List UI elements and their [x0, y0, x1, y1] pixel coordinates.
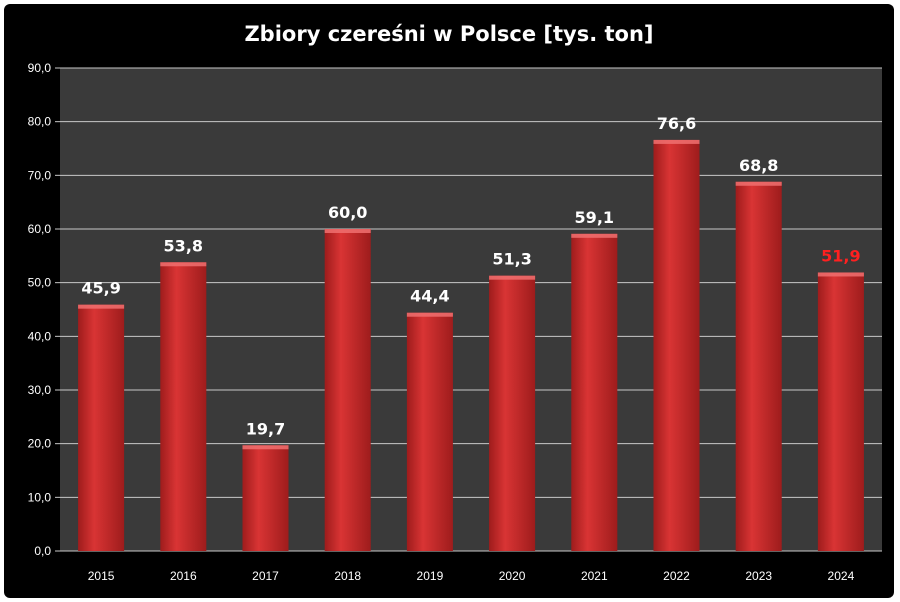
bar-2021	[571, 233, 618, 551]
bar-cap	[489, 275, 536, 280]
y-tick-label: 30,0	[28, 383, 52, 397]
y-tick-label: 50,0	[28, 276, 52, 290]
data-label-2016: 53,8	[164, 236, 203, 255]
data-label-2017: 19,7	[246, 419, 285, 438]
bar-cap	[78, 304, 125, 309]
x-tick-label: 2016	[170, 569, 197, 583]
data-label-2023: 68,8	[739, 156, 778, 175]
bar-cap	[817, 272, 864, 277]
x-tick-label: 2018	[334, 569, 361, 583]
bar-2020	[489, 275, 536, 551]
bar-2019	[406, 312, 453, 551]
bar-cap	[653, 139, 700, 144]
y-tick-label: 80,0	[28, 115, 52, 129]
data-label-2024: 51,9	[821, 246, 860, 265]
x-axis-ticks: 2015 2016 2017 2018 2019 2020 2021 2022 2023 2024	[88, 569, 855, 583]
data-label-2022: 76,6	[657, 114, 696, 133]
data-label-2019: 44,4	[410, 287, 449, 306]
bar-cap	[324, 229, 371, 233]
x-tick-label: 2015	[88, 569, 115, 583]
bars	[78, 139, 864, 552]
data-label-2021: 59,1	[575, 208, 614, 227]
bar-cap	[242, 445, 289, 450]
y-tick-label: 70,0	[28, 168, 52, 182]
bar-cap	[735, 181, 782, 186]
x-tick-label: 2021	[581, 569, 608, 583]
x-tick-label: 2024	[828, 569, 855, 583]
y-axis-ticks: 0,0 10,0 20,0 30,0 40,0 50,0 60,0 70,0 80,0 90,0	[28, 61, 60, 558]
bar-2022	[653, 139, 700, 551]
bar-2018	[324, 229, 371, 551]
bar-cap	[571, 233, 618, 238]
x-tick-label: 2020	[499, 569, 526, 583]
y-tick-label: 10,0	[28, 490, 52, 504]
data-label-2020: 51,3	[492, 250, 531, 269]
bar-2023	[735, 181, 782, 552]
x-tick-label: 2017	[252, 569, 279, 583]
chart-svg: 0,010,020,030,040,050,060,070,080,090,0 …	[28, 61, 882, 583]
y-tick-label: 60,0	[28, 222, 52, 236]
bar-2017	[242, 445, 289, 551]
bar-cap	[160, 262, 207, 267]
y-tick-label: 0,0	[34, 544, 51, 558]
bar-2024	[817, 272, 864, 551]
bar-2015	[78, 304, 125, 551]
y-tick-label: 20,0	[28, 437, 52, 451]
chart-title: Zbiory czereśni w Polsce [tys. ton]	[244, 22, 654, 46]
x-tick-label: 2019	[417, 569, 444, 583]
chart-frame: Zbiory czereśni w Polsce [tys. ton] 0,0 1…	[4, 4, 894, 598]
y-tick-label: 90,0	[28, 61, 52, 75]
x-tick-label: 2022	[663, 569, 690, 583]
x-tick-label: 2023	[745, 569, 772, 583]
data-label-2015: 45,9	[81, 279, 120, 298]
data-label-2018: 60,0	[328, 203, 367, 222]
y-tick-label: 40,0	[28, 329, 52, 343]
bar-2016	[160, 262, 207, 551]
data-labels: 45,9 53,8 19,7 60,0 44,4 51,3 59,1 76,6 68,8 51,9	[81, 114, 860, 438]
bar-cap	[406, 312, 453, 317]
